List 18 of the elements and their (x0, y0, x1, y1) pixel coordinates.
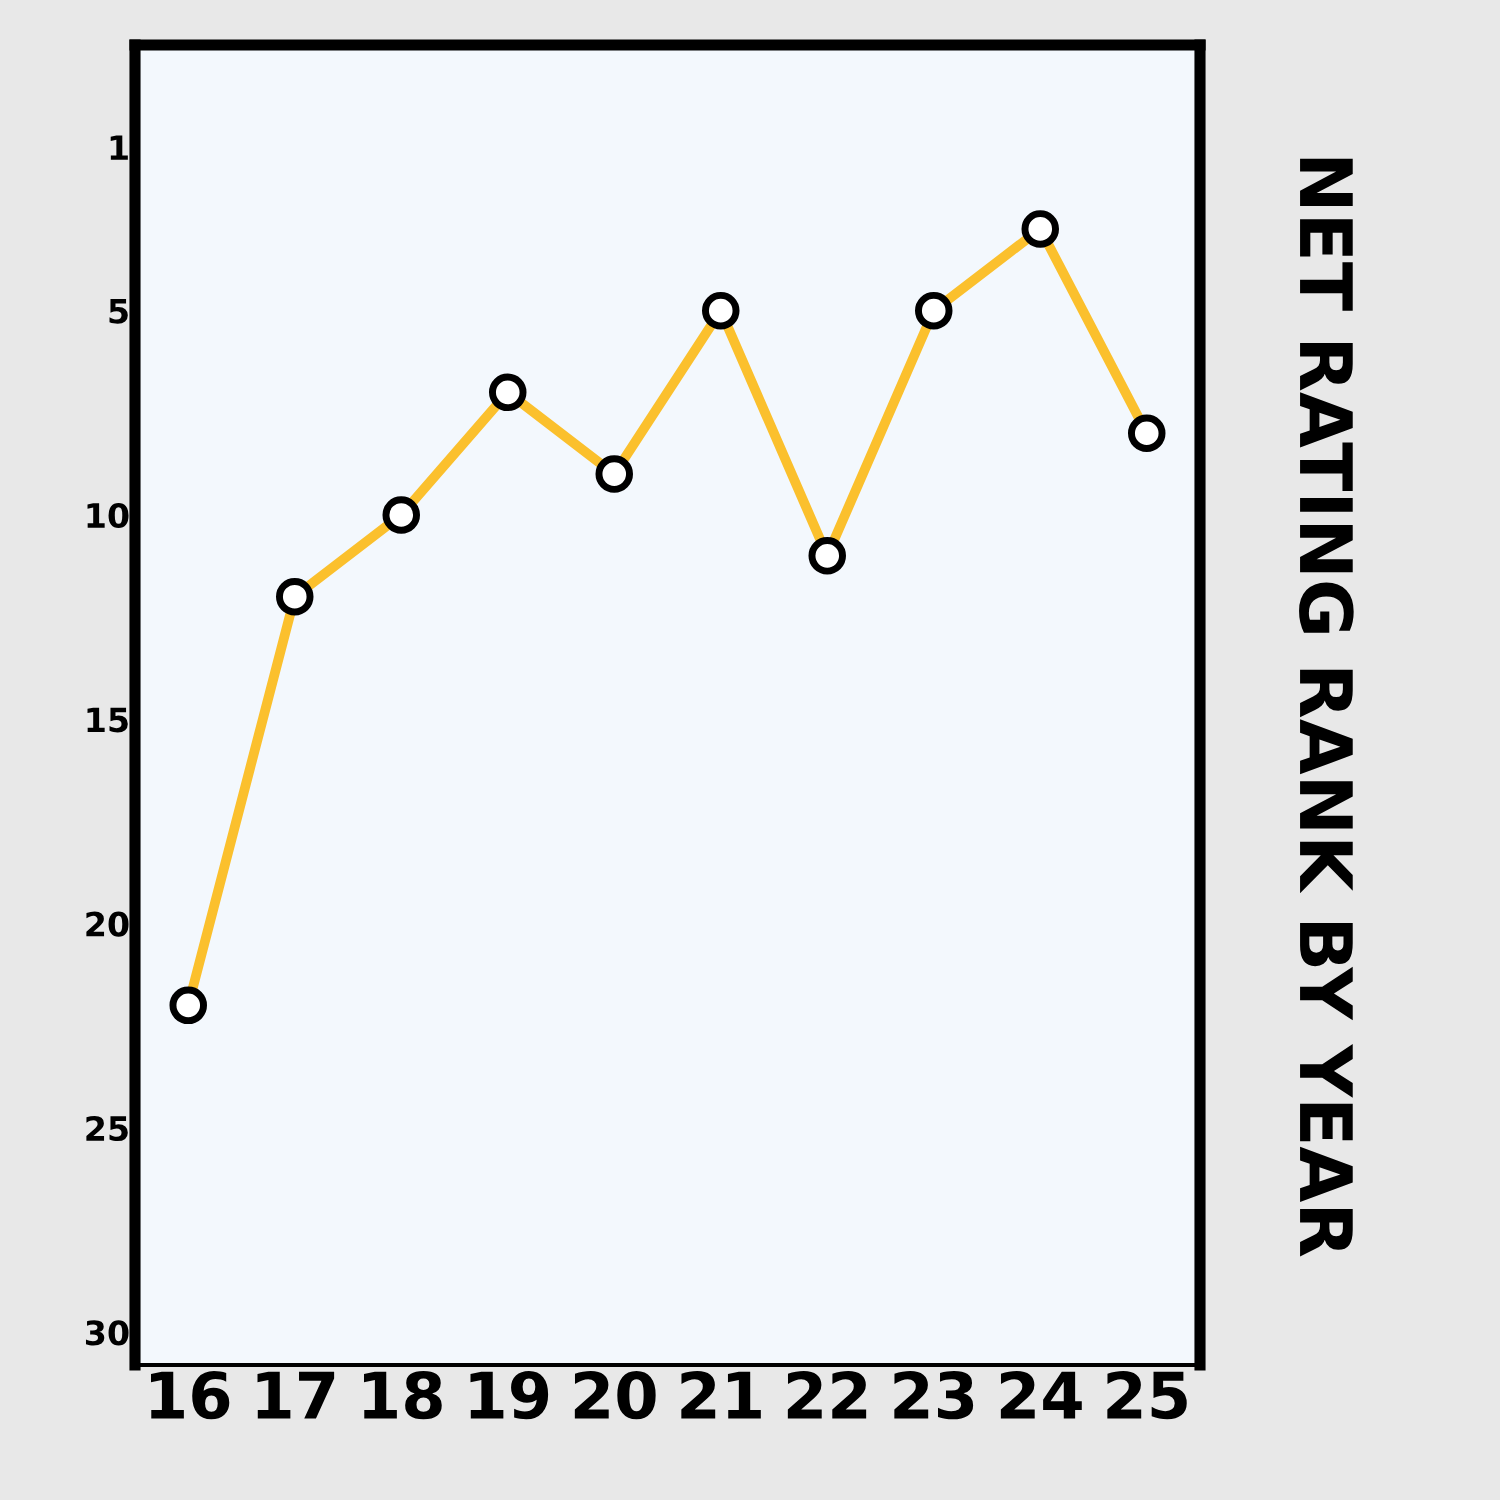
x-tick-label: 21 (681, 1370, 761, 1419)
text: NET RATING RANK BY YEAR (1299, 158, 1354, 1257)
x-tick-label: 18 (364, 1370, 442, 1420)
y-tick-label: 15 (87, 707, 128, 733)
x-tick-label: 23 (894, 1370, 974, 1420)
x-tick-label: 19 (470, 1371, 549, 1420)
y-tick-label: 5 (109, 299, 128, 324)
y-tick-label: 30 (85, 1320, 129, 1346)
x-tick-label: 25 (1107, 1370, 1187, 1420)
x-tick-label: 17 (257, 1371, 335, 1419)
y-tick-label: 20 (86, 911, 129, 937)
x-tick-label: 20 (574, 1370, 656, 1420)
x-tick-label: 24 (1000, 1370, 1082, 1419)
y-tick-label: 25 (86, 1115, 128, 1142)
x-tick-label: 16 (151, 1371, 230, 1420)
y-tick-label: 1 (110, 135, 128, 160)
y-tick-label: 10 (87, 502, 129, 529)
x-tick-label: 22 (787, 1370, 867, 1419)
